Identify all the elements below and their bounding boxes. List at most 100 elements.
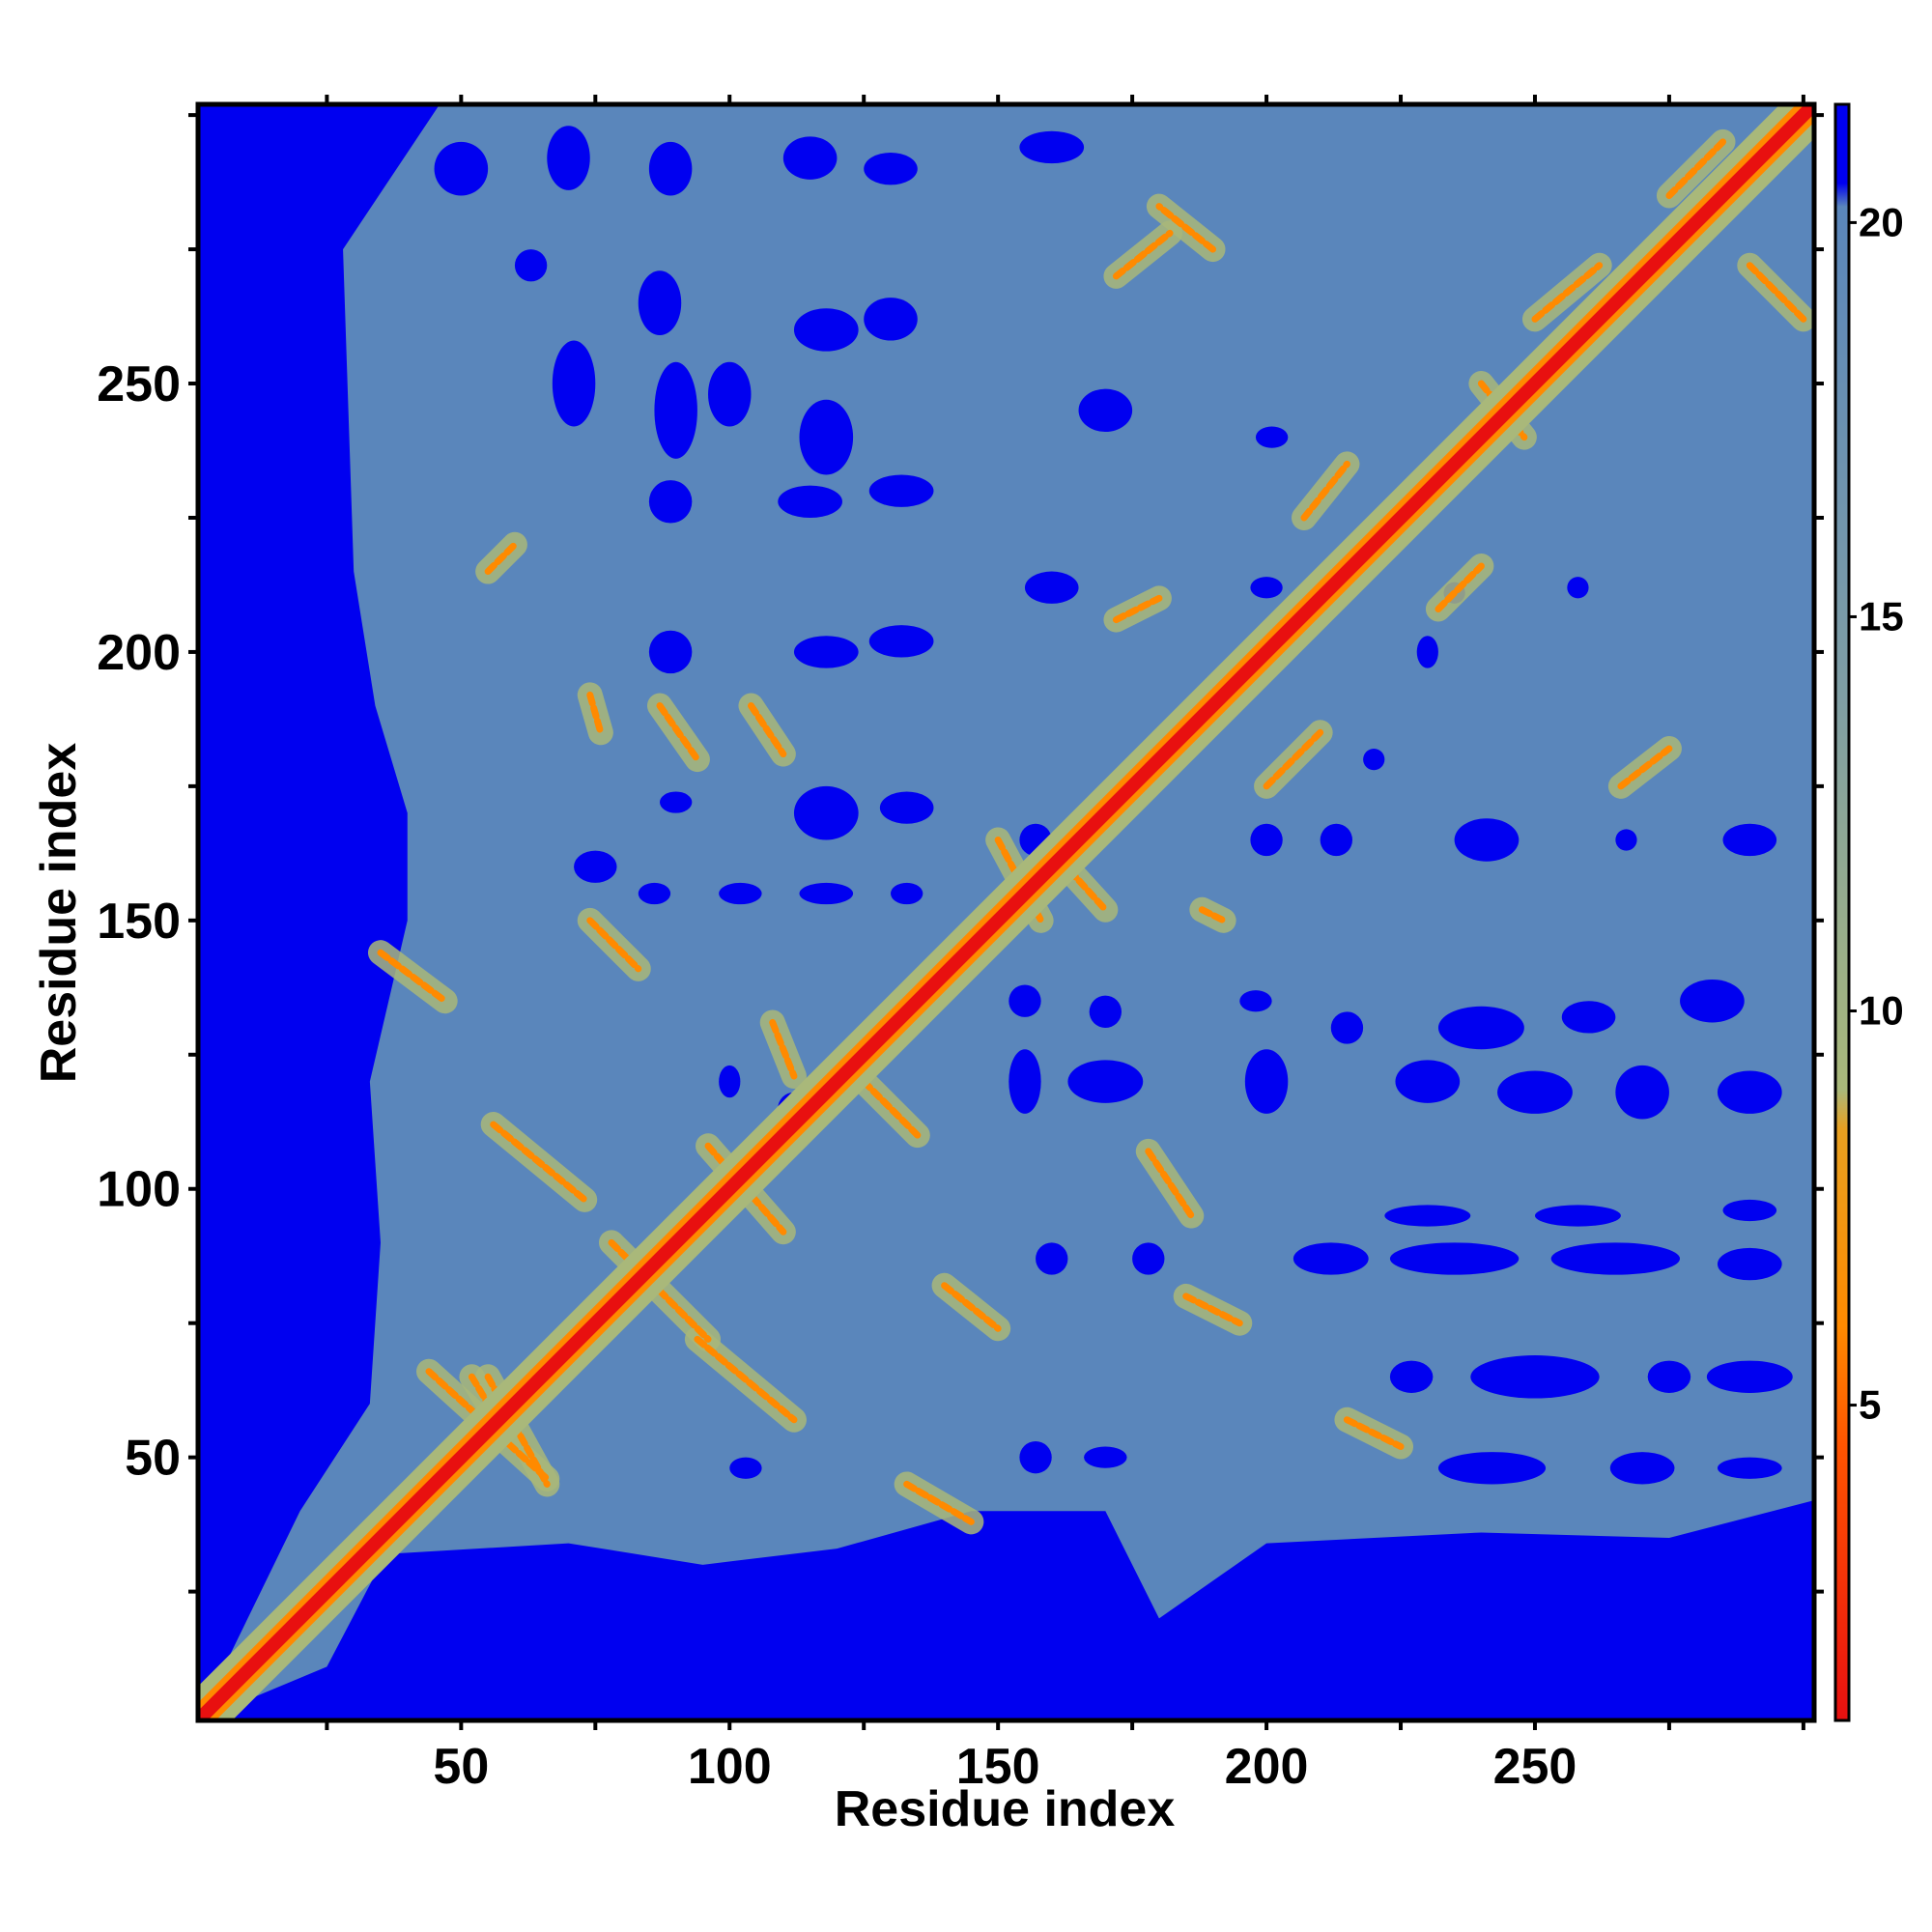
y-tick-label: 150 bbox=[97, 894, 181, 950]
far-distance-blob bbox=[1250, 577, 1283, 599]
far-distance-blob bbox=[879, 791, 934, 824]
far-distance-blob bbox=[1024, 571, 1079, 604]
far-distance-blob bbox=[434, 141, 489, 196]
x-axis: 50 100 150 200 250 bbox=[325, 95, 1805, 1795]
far-distance-blob bbox=[1717, 1247, 1782, 1281]
x-tick-label: 250 bbox=[1493, 1739, 1577, 1795]
far-distance-blob bbox=[1019, 130, 1085, 164]
contact-line bbox=[903, 1480, 975, 1525]
far-distance-blob bbox=[799, 882, 854, 905]
far-distance-blob bbox=[1470, 1355, 1600, 1399]
contact-line bbox=[1746, 262, 1807, 323]
far-distance-blob bbox=[1454, 818, 1520, 862]
far-distance-blob bbox=[1363, 748, 1385, 771]
x-tick-label: 200 bbox=[1225, 1739, 1309, 1795]
y-tick-label: 100 bbox=[97, 1162, 181, 1218]
far-distance-blob bbox=[1717, 1457, 1782, 1479]
contact-line bbox=[769, 1018, 798, 1080]
far-distance-blob bbox=[782, 136, 838, 180]
far-region-left bbox=[198, 104, 440, 1720]
y-tick-label: 250 bbox=[97, 356, 181, 412]
diagonal-line bbox=[198, 104, 1814, 1720]
far-distance-blob bbox=[1680, 979, 1745, 1023]
far-distance-blob bbox=[793, 308, 859, 352]
colorbar-tick-label: 10 bbox=[1859, 988, 1904, 1034]
contact-line bbox=[586, 691, 605, 736]
far-distance-blob bbox=[1009, 1049, 1041, 1114]
far-distance-blob bbox=[1609, 1452, 1675, 1485]
far-region-bottom bbox=[198, 1500, 1814, 1720]
far-distance-blob bbox=[648, 630, 693, 674]
y-tick-label: 200 bbox=[97, 625, 181, 681]
far-distance-blob bbox=[1009, 984, 1041, 1017]
far-distance-blob bbox=[552, 340, 596, 427]
contact-line bbox=[1182, 1293, 1243, 1327]
far-distance-blob bbox=[891, 882, 923, 905]
contact-line bbox=[1617, 745, 1673, 790]
far-distance-blob bbox=[1078, 388, 1133, 433]
far-distance-blob bbox=[719, 1065, 741, 1098]
colorbar-bar bbox=[1833, 102, 1851, 1722]
far-distance-blob bbox=[1437, 1006, 1524, 1050]
contact-line bbox=[1155, 203, 1216, 253]
far-distance-blob bbox=[654, 361, 697, 459]
far-distance-blob bbox=[1561, 1001, 1616, 1034]
far-distance-blob bbox=[1089, 995, 1122, 1028]
far-distance-blob bbox=[1615, 1065, 1669, 1120]
far-distance-blob bbox=[1250, 823, 1283, 857]
far-distance-blob bbox=[1497, 1070, 1573, 1114]
far-distance-blob bbox=[793, 785, 859, 840]
contact-line bbox=[1112, 594, 1163, 624]
far-distance-blob bbox=[799, 399, 854, 475]
far-distance-blob bbox=[648, 480, 693, 524]
colorbar-tick-label: 20 bbox=[1859, 199, 1904, 244]
contact-line bbox=[1198, 906, 1228, 924]
far-distance-blob bbox=[1416, 636, 1438, 668]
far-distance-blob bbox=[1550, 1242, 1681, 1275]
contact-line bbox=[1300, 460, 1350, 522]
far-distance-blob bbox=[864, 153, 918, 185]
far-distance-blob bbox=[1437, 1452, 1547, 1485]
far-distance-blob bbox=[1084, 1446, 1127, 1468]
contact-line bbox=[747, 702, 787, 758]
y-axis-title: Residue index bbox=[31, 743, 87, 1084]
far-distance-blob bbox=[933, 1526, 955, 1549]
x-axis-title: Residue index bbox=[835, 1781, 1176, 1837]
far-distance-blob bbox=[793, 636, 859, 668]
contact-line bbox=[490, 1121, 588, 1204]
far-distance-blob bbox=[729, 1457, 762, 1479]
far-distance-blob bbox=[1395, 1060, 1461, 1103]
contact-line bbox=[1112, 229, 1174, 280]
far-distance-blob bbox=[1722, 823, 1777, 857]
far-distance-blob bbox=[1534, 1205, 1621, 1227]
far-distance-blob bbox=[1706, 1360, 1793, 1393]
contact-line bbox=[1145, 1148, 1195, 1220]
far-distance-blob bbox=[1647, 1360, 1691, 1393]
far-distance-blob bbox=[514, 249, 548, 282]
far-distance-blob bbox=[708, 361, 752, 427]
far-distance-blob bbox=[1722, 1199, 1777, 1222]
far-distance-blob bbox=[1036, 1242, 1068, 1275]
heatmap-plot-area bbox=[195, 101, 1817, 1723]
plot-frame bbox=[195, 101, 1817, 1723]
far-distance-blob bbox=[864, 298, 918, 341]
far-distance-blob bbox=[1384, 1205, 1471, 1227]
contact-line bbox=[1343, 1416, 1405, 1451]
far-distance-blob bbox=[1293, 1242, 1369, 1275]
contact-line bbox=[1263, 728, 1324, 790]
contact-line bbox=[484, 541, 519, 576]
far-distance-blob bbox=[648, 141, 693, 196]
contact-line bbox=[1665, 138, 1727, 199]
far-distance-blob bbox=[778, 485, 842, 518]
colorbar-tick-label: 5 bbox=[1859, 1382, 1881, 1428]
far-distance-blob bbox=[1615, 829, 1637, 851]
heatmap-cells bbox=[198, 104, 1814, 1720]
x-tick-label: 50 bbox=[433, 1739, 489, 1795]
far-distance-blob bbox=[638, 270, 682, 335]
far-distance-blob bbox=[574, 850, 617, 883]
contact-line bbox=[586, 917, 642, 973]
far-distance-blob bbox=[1239, 990, 1272, 1012]
contact-line bbox=[694, 1335, 798, 1424]
far-distance-blob bbox=[719, 882, 762, 905]
far-distance-blob bbox=[868, 474, 934, 507]
